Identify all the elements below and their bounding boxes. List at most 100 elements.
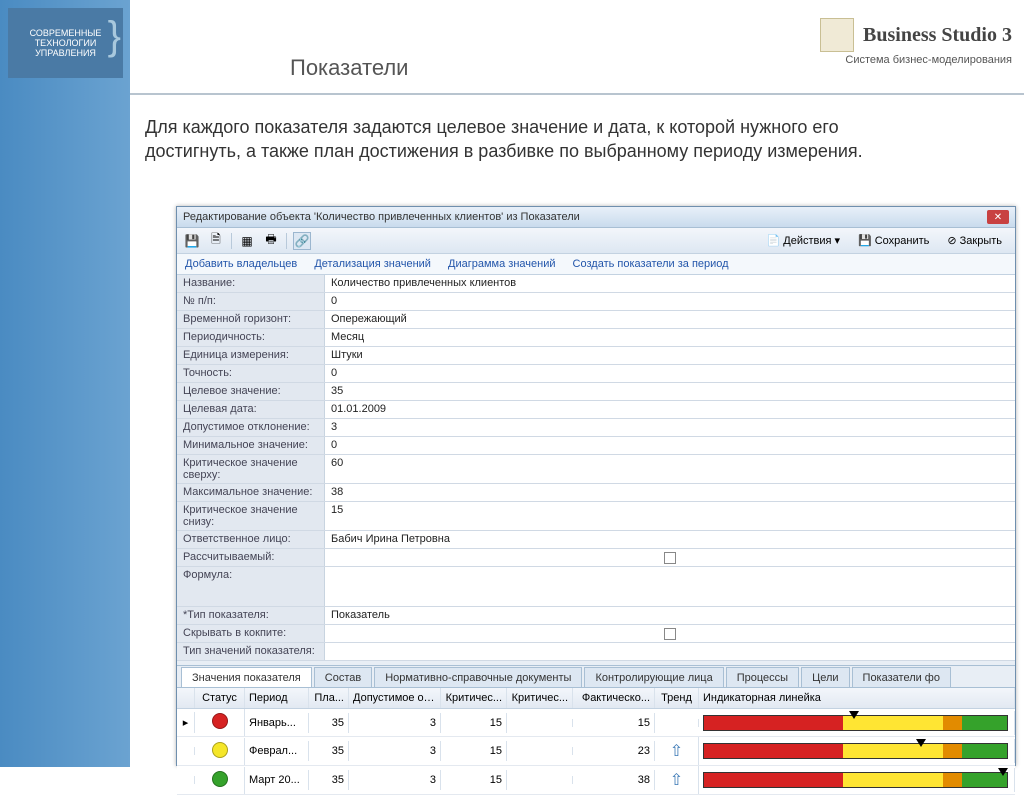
form-value[interactable]: 3 [325,419,1015,436]
tab[interactable]: Процессы [726,667,799,688]
form-label: Периодичность: [177,329,325,346]
tab[interactable]: Контролирующие лица [584,667,723,688]
linkbar: Добавить владельцев Детализация значений… [177,254,1015,275]
link-detail-values[interactable]: Детализация значений [314,258,431,270]
print-icon[interactable]: 🖶 [262,232,280,250]
form-value[interactable]: Количество привлеченных клиентов [325,275,1015,292]
checkbox-icon[interactable] [664,552,676,564]
form-value[interactable] [325,567,1015,606]
save-icon[interactable]: 💾 [183,232,201,250]
trend-cell: ⇧ [655,766,699,794]
col-plan[interactable]: Пла... [309,688,349,708]
status-cell [195,767,245,794]
col-status[interactable]: Статус [195,688,245,708]
tab[interactable]: Состав [314,667,372,688]
status-dot-icon [212,742,228,758]
form-label: № п/п: [177,293,325,310]
indicator-segment [843,773,943,787]
form-value[interactable]: Бабич Ирина Петровна [325,531,1015,548]
col-period[interactable]: Период [245,688,309,708]
critical2-cell [507,747,573,755]
form-label: *Тип показателя: [177,607,325,624]
form-value[interactable]: Штуки [325,347,1015,364]
col-trend[interactable]: Тренд [655,688,699,708]
col-critical[interactable]: Критичес... [441,688,507,708]
link-values-chart[interactable]: Диаграмма значений [448,258,555,270]
form-row: Единица измерения:Штуки [177,347,1015,365]
table-row[interactable]: ▸Январь...3531515 [177,709,1015,737]
col-factual[interactable]: Фактическо... [573,688,655,708]
form-row: *Тип показателя:Показатель [177,607,1015,625]
form-label: Тип значений показателя: [177,643,325,660]
tab[interactable]: Нормативно-справочные документы [374,667,582,688]
col-critical2[interactable]: Критичес... [507,688,573,708]
indicator-segment [704,716,843,730]
separator [231,233,232,249]
actions-button[interactable]: 📄 Действия ▾ [760,231,847,250]
values-grid: Статус Период Пла... Допустимое от... Кр… [177,687,1015,795]
form-row: Временной горизонт:Опережающий [177,311,1015,329]
form-value[interactable]: 38 [325,484,1015,501]
link-add-owners[interactable]: Добавить владельцев [185,258,297,270]
plan-cell: 35 [309,770,349,790]
form-value[interactable]: 60 [325,455,1015,483]
col-indicator[interactable]: Индикаторная линейка [699,688,1015,708]
trend-cell [655,719,699,727]
form-row: Допустимое отклонение:3 [177,419,1015,437]
form-value[interactable]: Месяц [325,329,1015,346]
window-titlebar: Редактирование объекта 'Количество привл… [177,207,1015,228]
checkbox-icon[interactable] [664,628,676,640]
refresh-icon[interactable]: 🗎 [207,232,225,250]
slide-description: Для каждого показателя задаются целевое … [145,115,925,164]
status-dot-icon [212,713,228,729]
factual-cell: 15 [573,713,655,733]
period-cell: Март 20... [245,770,309,790]
form-value[interactable] [325,549,1015,566]
critical2-cell [507,776,573,784]
save-button[interactable]: 💾 Сохранить [851,231,936,250]
tab[interactable]: Показатели фо [852,667,951,688]
table-row[interactable]: Март 20...3531538⇧ [177,766,1015,795]
indicator-segment [943,773,961,787]
form-label: Временной горизонт: [177,311,325,328]
link-icon[interactable]: 🔗 [293,232,311,250]
form-value[interactable]: 35 [325,383,1015,400]
form-area: Название:Количество привлеченных клиенто… [177,275,1015,661]
form-value[interactable]: 15 [325,502,1015,530]
form-value[interactable]: 0 [325,293,1015,310]
form-value[interactable]: 0 [325,365,1015,382]
table-row[interactable]: Феврал...3531523⇧ [177,737,1015,766]
close-button[interactable]: ⊘ Закрыть [940,231,1009,250]
grid-icon[interactable]: ▦ [238,232,256,250]
form-label: Ответственное лицо: [177,531,325,548]
form-value[interactable]: Опережающий [325,311,1015,328]
link-create-period[interactable]: Создать показатели за период [573,258,729,270]
tab[interactable]: Значения показателя [181,667,312,688]
critical2-cell [507,719,573,727]
form-label: Критическое значение сверху: [177,455,325,483]
deviation-cell: 3 [349,741,441,761]
form-row: Формула: [177,567,1015,607]
row-marker [177,776,195,784]
form-row: Максимальное значение:38 [177,484,1015,502]
indicator-bar [703,772,1008,788]
col-deviation[interactable]: Допустимое от... [349,688,441,708]
close-icon[interactable]: ✕ [987,210,1009,224]
form-label: Допустимое отклонение: [177,419,325,436]
form-value[interactable] [325,643,1015,660]
form-row: Периодичность:Месяц [177,329,1015,347]
indicator-segment [962,716,1007,730]
form-value[interactable]: 0 [325,437,1015,454]
form-value[interactable]: 01.01.2009 [325,401,1015,418]
row-marker [177,747,195,755]
form-value[interactable] [325,625,1015,642]
form-value[interactable]: Показатель [325,607,1015,624]
indicator-segment [962,744,1007,758]
form-row: Целевое значение:35 [177,383,1015,401]
form-label: Рассчитываемый: [177,549,325,566]
brand-subtitle: Система бизнес-моделирования [820,54,1012,66]
tab[interactable]: Цели [801,667,849,688]
form-row: Скрывать в кокпите: [177,625,1015,643]
form-row: Тип значений показателя: [177,643,1015,661]
separator [286,233,287,249]
